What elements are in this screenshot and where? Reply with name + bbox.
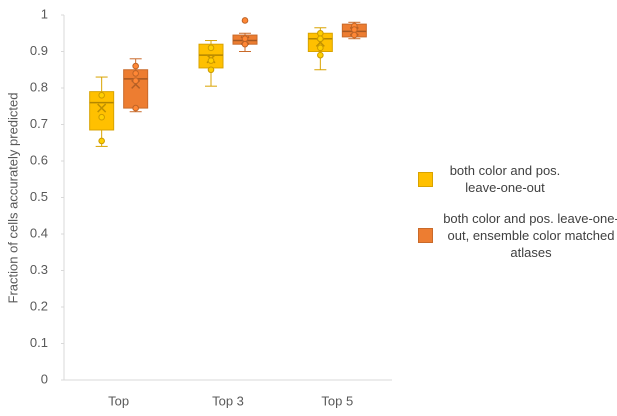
- data-point: [241, 35, 249, 43]
- mean-marker: [97, 103, 107, 113]
- data-point: [317, 51, 324, 59]
- x-tick-label: Top 3: [212, 393, 244, 408]
- data-point: [317, 44, 324, 52]
- data-point: [317, 29, 324, 37]
- y-tick-label: 0.1: [30, 335, 48, 350]
- data-point: [207, 66, 215, 74]
- data-point: [241, 40, 249, 48]
- data-point: [132, 70, 139, 77]
- data-point: [98, 92, 105, 99]
- legend-item: both color and pos. leave-one-out: [418, 162, 569, 196]
- data-point: [132, 62, 139, 70]
- y-tick-label: 0.4: [30, 225, 48, 240]
- y-tick-label: 0.2: [30, 298, 48, 313]
- data-point: [207, 57, 215, 64]
- y-tick-label: 0.7: [30, 116, 48, 131]
- data-point: [132, 104, 139, 112]
- y-tick-label: 0.6: [30, 152, 48, 167]
- data-point: [317, 35, 324, 43]
- y-tick-label: 0.5: [30, 189, 48, 204]
- y-tick-label: 0.3: [30, 262, 48, 277]
- legend-swatch: [418, 171, 433, 187]
- data-point: [351, 26, 358, 33]
- data-point: [351, 31, 358, 39]
- legend-swatch: [418, 228, 433, 243]
- y-axis-label: Fraction of cells accurately predicted: [5, 93, 20, 304]
- legend-label: both color and pos. leave-one-out, ensem…: [443, 211, 617, 260]
- legend-label: both color and pos. leave-one-out: [449, 163, 561, 195]
- x-tick-label: Top 5: [321, 393, 353, 408]
- data-point: [98, 137, 105, 145]
- x-tick-label: Top: [108, 393, 129, 408]
- data-point: [98, 113, 105, 121]
- y-tick-label: 1: [41, 6, 48, 21]
- y-tick-label: 0.9: [30, 43, 48, 58]
- data-point: [132, 77, 139, 84]
- y-tick-label: 0.8: [30, 79, 48, 94]
- data-point: [207, 44, 215, 52]
- data-point: [241, 17, 249, 24]
- legend-item: both color and pos. leave-one-out, ensem…: [418, 210, 617, 261]
- y-tick-label: 0: [41, 371, 48, 386]
